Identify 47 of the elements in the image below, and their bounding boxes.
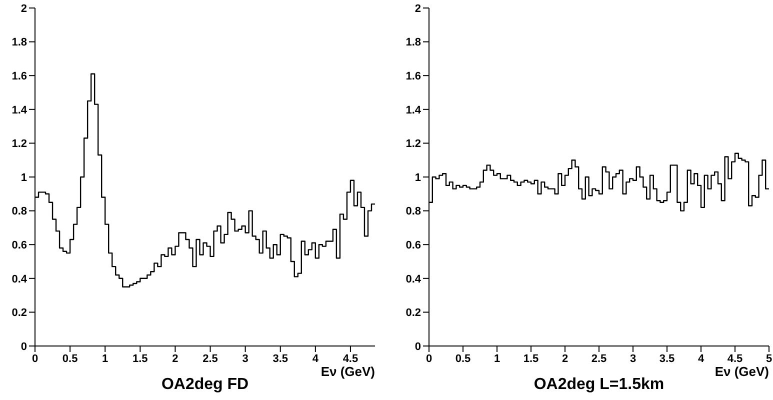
- x-tick-label: 2.5: [202, 352, 218, 365]
- y-tick-label: 0.4: [406, 273, 422, 286]
- x-tick-label: 3.5: [272, 352, 288, 365]
- y-tick-label: 0.6: [406, 240, 421, 252]
- x-tick-label: 2: [172, 352, 178, 365]
- y-tick-label: 0.2: [406, 307, 421, 320]
- y-tick-label: 0.2: [12, 307, 27, 320]
- x-tick-label: 1: [494, 352, 500, 365]
- y-tick-label: 1.2: [12, 138, 27, 150]
- x-axis-title: Eν (GeV): [320, 364, 375, 379]
- y-tick-label: 1.8: [12, 36, 27, 49]
- y-tick-label: 2: [414, 2, 421, 15]
- y-tick-label: 1.4: [406, 104, 422, 116]
- x-tick-label: 2: [562, 352, 568, 365]
- y-tick-label: 0: [20, 340, 27, 353]
- x-tick-label: 1.5: [523, 352, 539, 365]
- x-tick-label: 3: [630, 352, 636, 365]
- y-tick-label: 0.6: [12, 240, 27, 252]
- y-tick-label: 1.2: [406, 138, 421, 150]
- y-tick-label: 0: [414, 340, 421, 353]
- x-tick-label: 0: [426, 352, 432, 365]
- y-tick-label: 1: [414, 172, 421, 184]
- x-tick-label: 0.5: [455, 352, 471, 365]
- x-tick-label: 5: [766, 352, 772, 365]
- x-tick-label: 4: [312, 352, 320, 365]
- y-tick-label: 1.6: [406, 70, 421, 83]
- y-tick-label: 0.8: [406, 206, 421, 218]
- x-tick-label: 4: [698, 352, 705, 365]
- x-tick-label: 4.5: [342, 352, 358, 365]
- x-tick-label: 0.5: [62, 352, 78, 365]
- x-tick-label: 3: [242, 352, 248, 365]
- y-tick-label: 1: [20, 172, 27, 184]
- x-tick-label: 1.5: [132, 352, 148, 365]
- y-tick-label: 1.6: [12, 70, 27, 83]
- y-tick-label: 2: [20, 2, 27, 15]
- x-tick-label: 2.5: [591, 352, 607, 365]
- x-tick-label: 4.5: [727, 352, 743, 365]
- y-tick-label: 0.8: [12, 206, 27, 218]
- y-tick-label: 1.4: [12, 104, 28, 116]
- x-tick-label: 3.5: [659, 352, 675, 365]
- text: OA2deg L=1.5km: [534, 376, 664, 393]
- y-tick-label: 1.8: [406, 36, 421, 49]
- x-tick-label: 1: [102, 352, 108, 365]
- text: OA2deg FD: [161, 376, 249, 393]
- y-tick-label: 0.4: [12, 273, 28, 286]
- x-tick-label: 0: [32, 352, 38, 365]
- x-axis-title: Eν (GeV): [714, 364, 769, 379]
